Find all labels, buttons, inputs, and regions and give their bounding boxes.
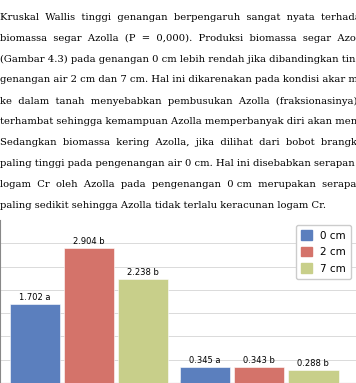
Text: 2.238 b: 2.238 b [127, 268, 159, 277]
Bar [288, 370, 339, 383]
Bar [180, 367, 230, 383]
Bar [64, 248, 114, 383]
Text: (Gambar 4.3) pada genangan 0 cm lebih rendah jika dibandingkan tinggi: (Gambar 4.3) pada genangan 0 cm lebih re… [0, 54, 356, 64]
Text: Kruskal  Wallis  tinggi  genangan  berpengaruh  sangat  nyata  terhadap: Kruskal Wallis tinggi genangan berpengar… [0, 13, 356, 21]
Text: genangan air 2 cm dan 7 cm. Hal ini dikarenakan pada kondisi akar masuk: genangan air 2 cm dan 7 cm. Hal ini dika… [0, 75, 356, 84]
Text: 0.345 a: 0.345 a [189, 356, 221, 365]
Text: ke  dalam  tanah  menyebabkan  pembusukan  Azolla  (fraksionasinya): ke dalam tanah menyebabkan pembusukan Az… [0, 97, 356, 105]
Bar [234, 367, 284, 383]
Bar [10, 304, 60, 383]
Bar [118, 279, 168, 383]
Text: 1.702 a: 1.702 a [19, 293, 51, 302]
Text: 0.343 b: 0.343 b [243, 356, 275, 365]
Text: paling sedikit sehingga Azolla tidak terlalu keracunan logam Cr.: paling sedikit sehingga Azolla tidak ter… [0, 201, 326, 210]
Legend: 0 cm, 2 cm, 7 cm: 0 cm, 2 cm, 7 cm [296, 225, 351, 279]
Text: terhambat sehingga kemampuan Azolla memperbanyak diri akan menurun.: terhambat sehingga kemampuan Azolla memp… [0, 117, 356, 126]
Text: 0.288 b: 0.288 b [298, 359, 329, 368]
Text: paling tinggi pada pengenangan air 0 cm. Hal ini disebabkan serapan: paling tinggi pada pengenangan air 0 cm.… [0, 159, 355, 168]
Text: Sedangkan  biomassa  kering  Azolla,  jika  dilihat  dari  bobot  brangkasan: Sedangkan biomassa kering Azolla, jika d… [0, 138, 356, 147]
Text: 2.904 b: 2.904 b [73, 237, 105, 246]
Text: logam  Cr  oleh  Azolla  pada  pengenangan  0 cm  merupakan  serapan  yang: logam Cr oleh Azolla pada pengenangan 0 … [0, 180, 356, 189]
Text: biomassa  segar  Azolla  (P  =  0,000).  Produksi  biomassa  segar  Azolla: biomassa segar Azolla (P = 0,000). Produ… [0, 34, 356, 43]
